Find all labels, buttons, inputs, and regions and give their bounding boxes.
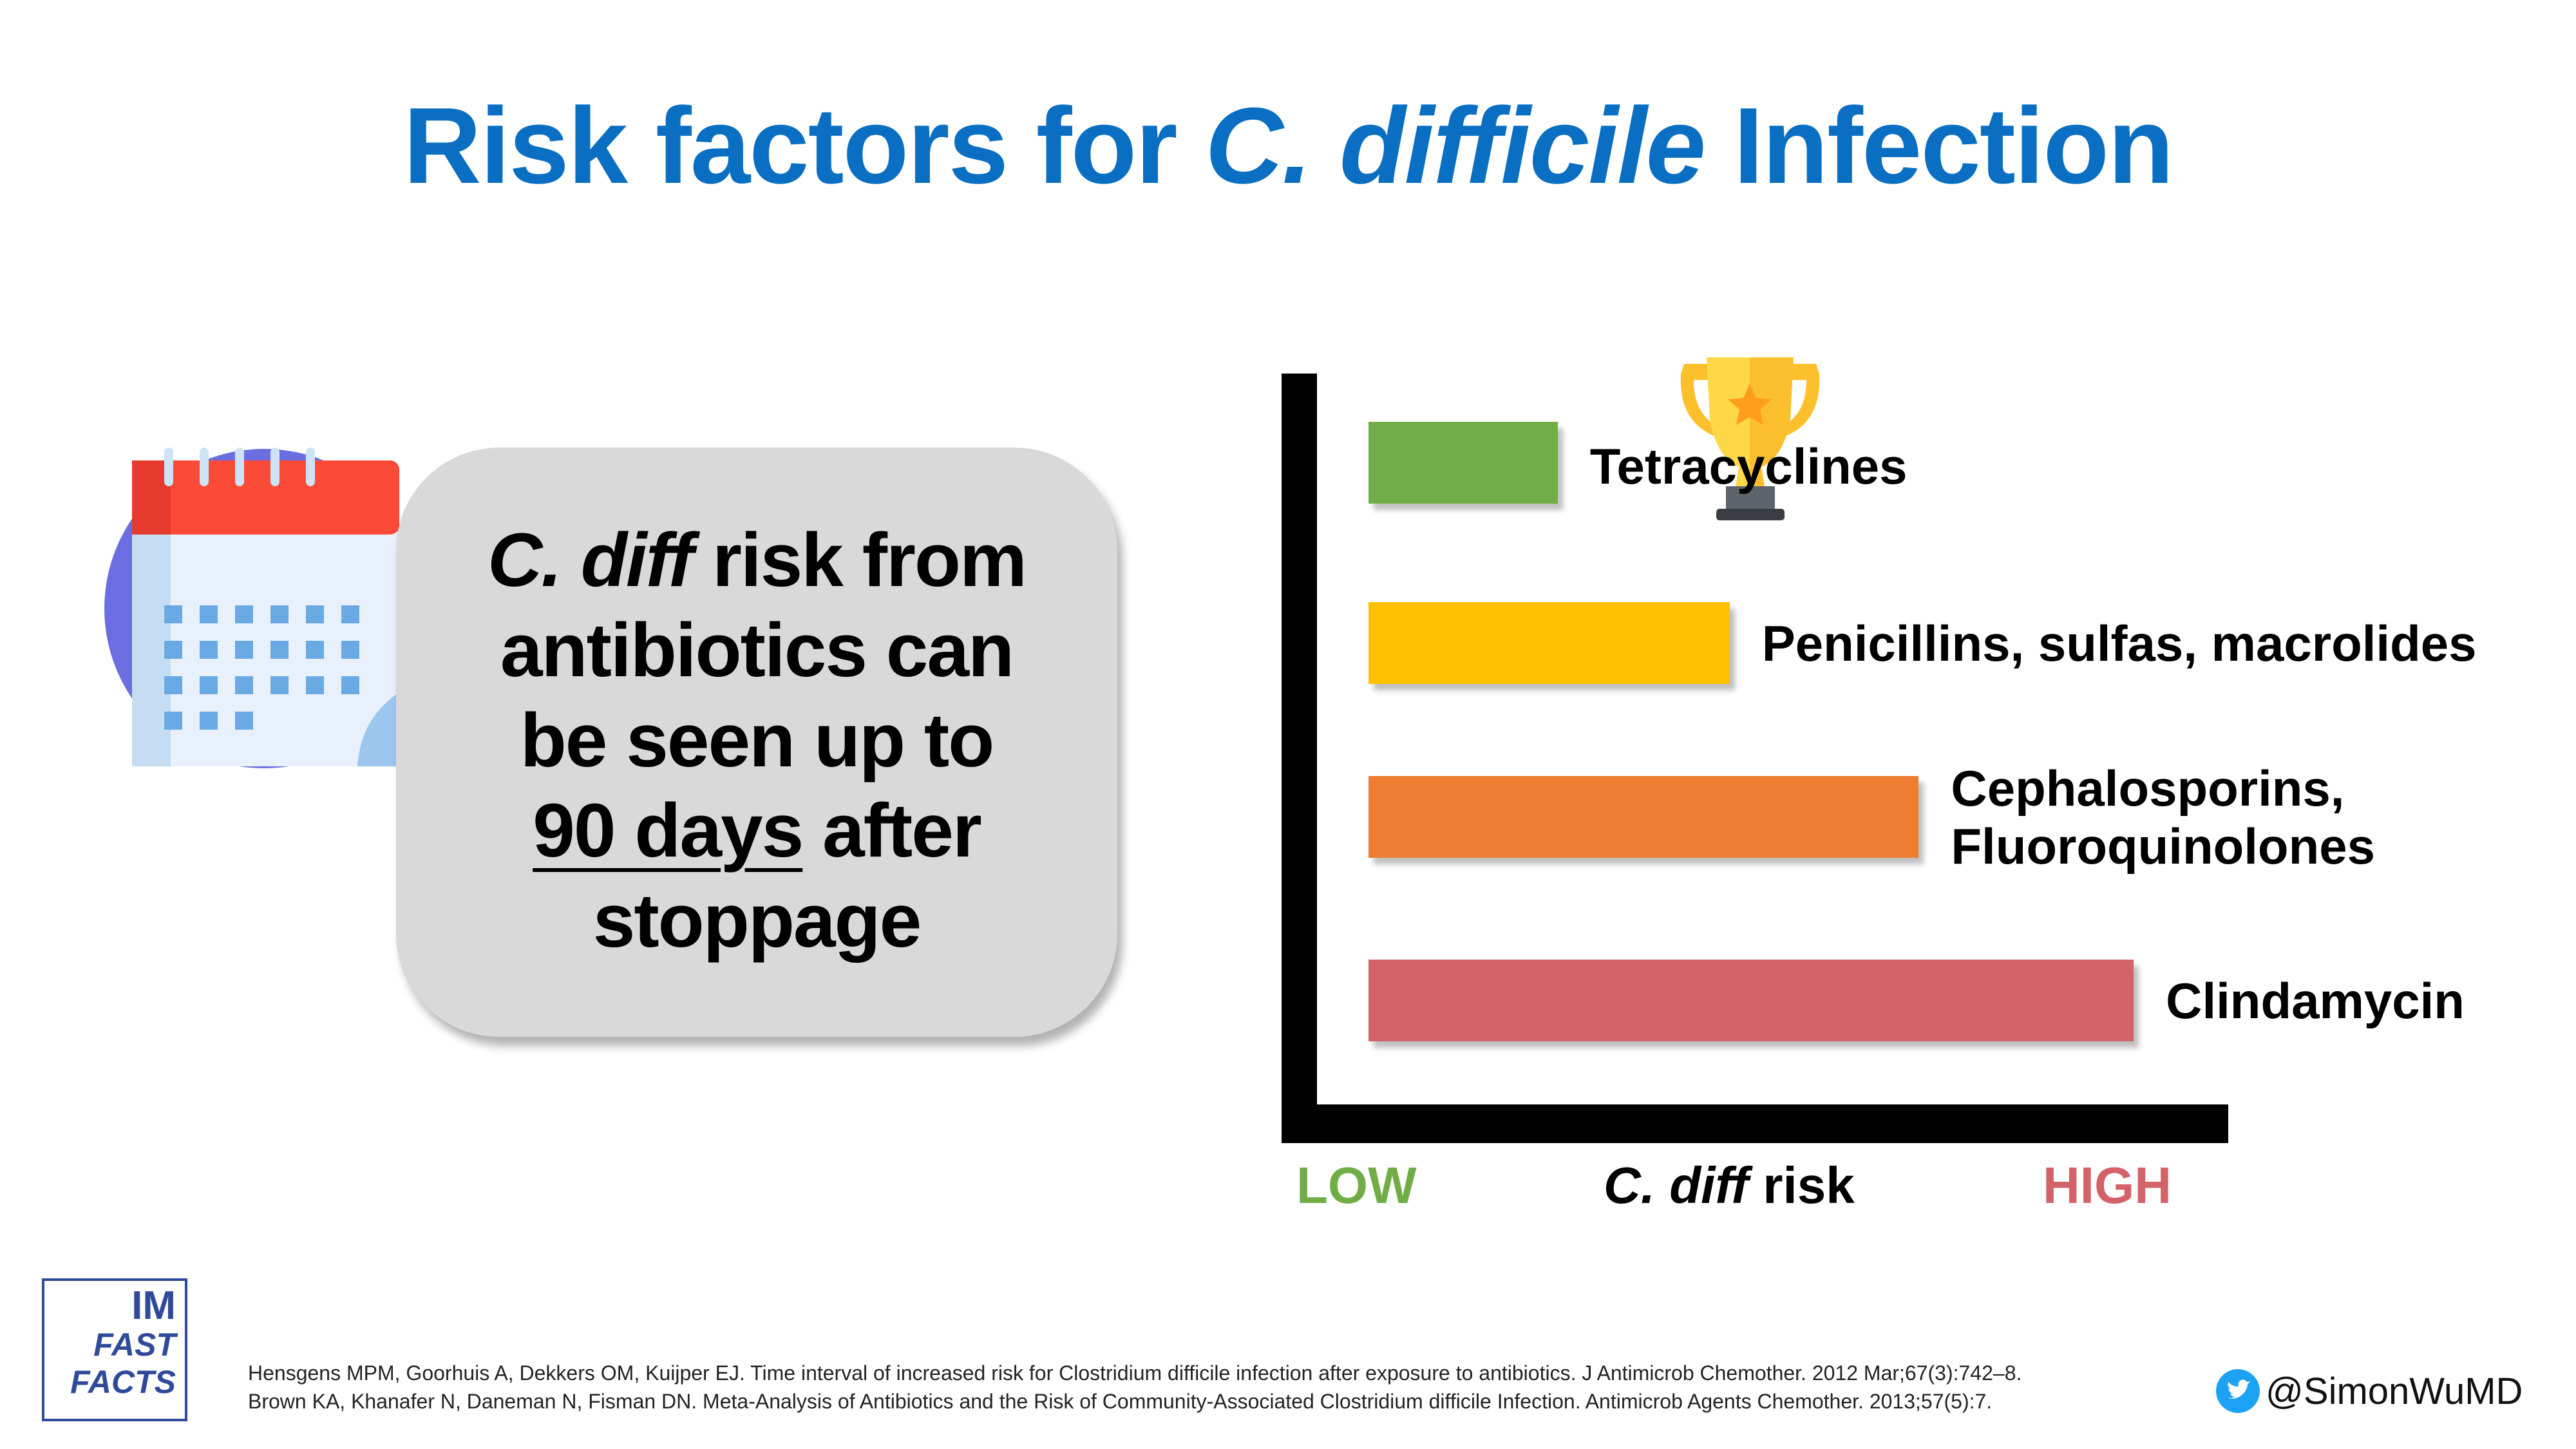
twitter-handle[interactable]: @SimonWuMD (2215, 1368, 2523, 1414)
bar-label: Cephalosporins, Fluoroquinolones (1951, 759, 2375, 875)
page-title: Risk factors for C. difficile Infection (403, 85, 2174, 206)
bar-label: Tetracyclines (1589, 437, 1908, 495)
im-fast-facts-logo: IM FAST FACTS (42, 1278, 187, 1421)
citations: Hensgens MPM, Goorhuis A, Dekkers OM, Ku… (248, 1359, 2022, 1416)
bar-2 (1368, 776, 1919, 858)
bar-0 (1368, 422, 1558, 504)
bar-label: Penicillins, sulfas, macrolides (1761, 614, 2477, 672)
calendar-icon (104, 448, 424, 768)
twitter-bird-icon (2216, 1369, 2260, 1413)
citation: Brown KA, Khanafer N, Daneman N, Fisman … (248, 1390, 1993, 1413)
trophy-icon (1680, 357, 1820, 520)
bar-1 (1368, 602, 1730, 684)
x-high-label: HIGH (2043, 1157, 2172, 1214)
x-low-label: LOW (1296, 1157, 1417, 1214)
citation: Hensgens MPM, Goorhuis A, Dekkers OM, Ku… (248, 1361, 2022, 1385)
bar-3 (1368, 960, 2134, 1041)
callout-text: C. diff risk from antibiotics can be see… (488, 518, 1027, 963)
bar-label: Clindamycin (2166, 972, 2465, 1029)
y-axis (1282, 374, 1317, 1143)
callout-box (396, 448, 1117, 1037)
x-axis (1282, 1104, 2228, 1143)
x-axis-title: C. diff risk (1604, 1157, 1855, 1214)
